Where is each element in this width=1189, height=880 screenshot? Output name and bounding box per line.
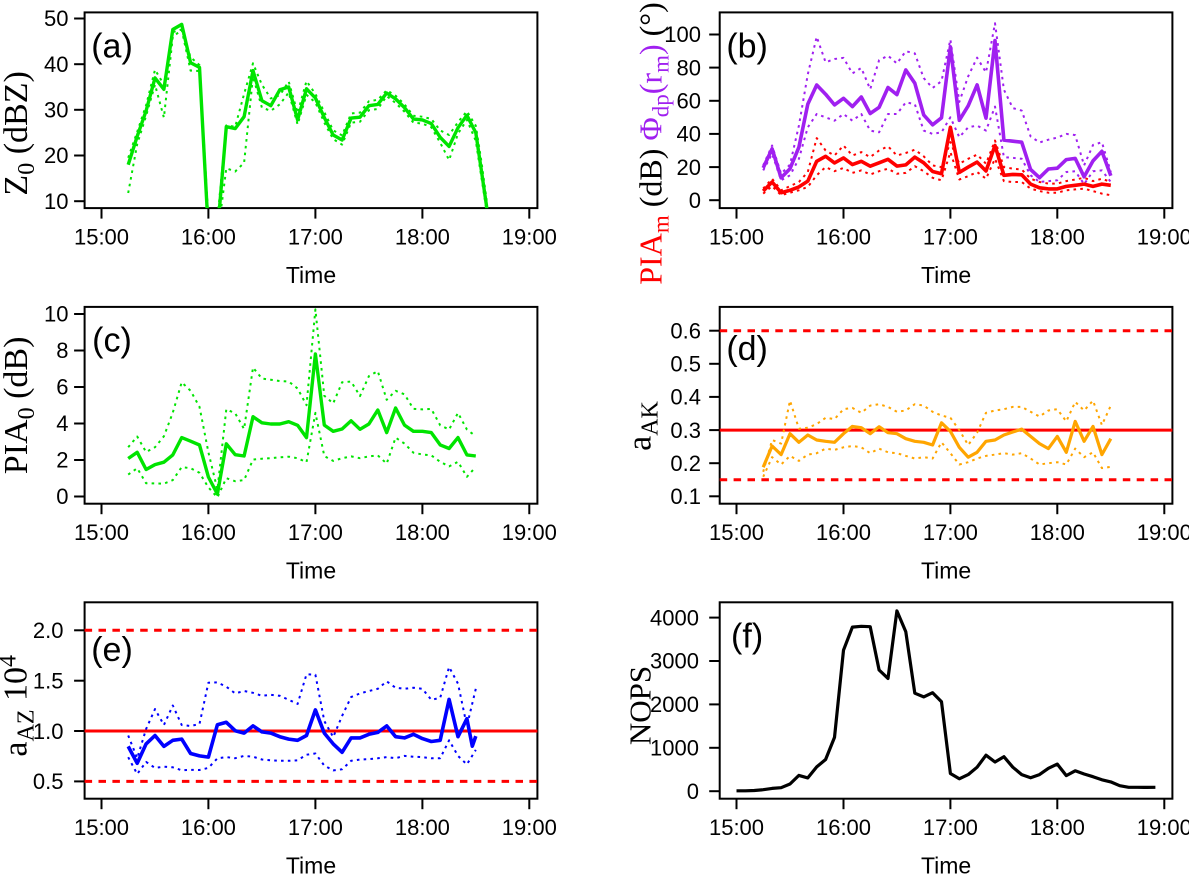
svg-text:4: 4	[56, 411, 68, 436]
svg-text:17:00: 17:00	[923, 225, 978, 250]
svg-text:1.5: 1.5	[33, 668, 64, 693]
svg-text:16:00: 16:00	[816, 225, 871, 250]
svg-text:1.0: 1.0	[33, 719, 64, 744]
svg-text:(b): (b)	[726, 27, 768, 65]
svg-text:Z0 (dBZ): Z0 (dBZ)	[0, 71, 40, 195]
svg-text:19:00: 19:00	[1137, 815, 1189, 840]
svg-text:17:00: 17:00	[288, 225, 343, 250]
svg-text:(a): (a)	[91, 27, 133, 65]
svg-text:16:00: 16:00	[816, 815, 871, 840]
svg-text:18:00: 18:00	[395, 225, 450, 250]
svg-text:15:00: 15:00	[74, 815, 129, 840]
svg-text:0: 0	[56, 484, 68, 509]
svg-text:PIAm (dB) Φdp(rm) (°): PIAm (dB) Φdp(rm) (°)	[633, 2, 674, 284]
svg-text:18:00: 18:00	[1030, 225, 1085, 250]
svg-text:0.3: 0.3	[670, 418, 701, 443]
svg-text:19:00: 19:00	[502, 225, 557, 250]
svg-text:Time: Time	[921, 262, 971, 288]
svg-text:16:00: 16:00	[816, 520, 871, 545]
svg-text:0: 0	[689, 188, 701, 213]
svg-text:60: 60	[677, 89, 701, 114]
svg-text:18:00: 18:00	[395, 520, 450, 545]
svg-text:0.1: 0.1	[670, 484, 701, 509]
svg-text:4000: 4000	[650, 605, 699, 630]
svg-text:18:00: 18:00	[1030, 815, 1085, 840]
svg-text:19:00: 19:00	[502, 520, 557, 545]
svg-text:(f): (f)	[731, 618, 763, 656]
svg-text:0: 0	[687, 779, 699, 804]
svg-text:3000: 3000	[650, 649, 699, 674]
svg-text:0.2: 0.2	[670, 451, 701, 476]
svg-text:10: 10	[44, 189, 68, 214]
svg-text:20: 20	[677, 155, 701, 180]
svg-text:19:00: 19:00	[1137, 520, 1189, 545]
svg-text:19:00: 19:00	[1137, 225, 1189, 250]
svg-text:Time: Time	[921, 557, 971, 583]
svg-text:1000: 1000	[650, 736, 699, 761]
svg-text:2: 2	[56, 448, 68, 473]
svg-text:0.4: 0.4	[670, 385, 701, 410]
svg-text:40: 40	[44, 52, 68, 77]
svg-text:Time: Time	[286, 262, 336, 288]
svg-text:(e): (e)	[91, 631, 133, 669]
svg-text:16:00: 16:00	[181, 520, 236, 545]
svg-text:Time: Time	[286, 852, 336, 875]
svg-text:80: 80	[677, 55, 701, 80]
svg-text:16:00: 16:00	[181, 225, 236, 250]
svg-text:15:00: 15:00	[709, 815, 764, 840]
svg-text:8: 8	[56, 338, 68, 363]
svg-text:0.6: 0.6	[670, 318, 701, 343]
svg-text:NOPS: NOPS	[623, 666, 658, 745]
svg-text:0.5: 0.5	[670, 352, 701, 377]
svg-text:Time: Time	[921, 852, 971, 875]
svg-text:Time: Time	[286, 557, 336, 583]
svg-text:(c): (c)	[92, 321, 132, 359]
svg-text:15:00: 15:00	[709, 520, 764, 545]
svg-text:18:00: 18:00	[1030, 520, 1085, 545]
svg-text:50: 50	[44, 6, 68, 31]
svg-text:15:00: 15:00	[74, 225, 129, 250]
svg-text:17:00: 17:00	[288, 815, 343, 840]
svg-text:15:00: 15:00	[74, 520, 129, 545]
svg-text:6: 6	[56, 375, 68, 400]
svg-text:15:00: 15:00	[709, 225, 764, 250]
svg-text:(d): (d)	[726, 330, 768, 368]
svg-text:2.0: 2.0	[33, 618, 64, 643]
svg-text:0.5: 0.5	[33, 769, 64, 794]
svg-text:17:00: 17:00	[923, 520, 978, 545]
svg-text:20: 20	[44, 143, 68, 168]
svg-text:17:00: 17:00	[288, 520, 343, 545]
svg-text:16:00: 16:00	[181, 815, 236, 840]
svg-text:19:00: 19:00	[502, 815, 557, 840]
svg-text:10: 10	[44, 302, 68, 327]
svg-text:18:00: 18:00	[395, 815, 450, 840]
svg-text:40: 40	[677, 122, 701, 147]
svg-text:30: 30	[44, 98, 68, 123]
svg-text:2000: 2000	[650, 692, 699, 717]
svg-text:100: 100	[664, 22, 701, 47]
svg-text:PIA0 (dB): PIA0 (dB)	[0, 337, 40, 475]
svg-text:17:00: 17:00	[923, 815, 978, 840]
